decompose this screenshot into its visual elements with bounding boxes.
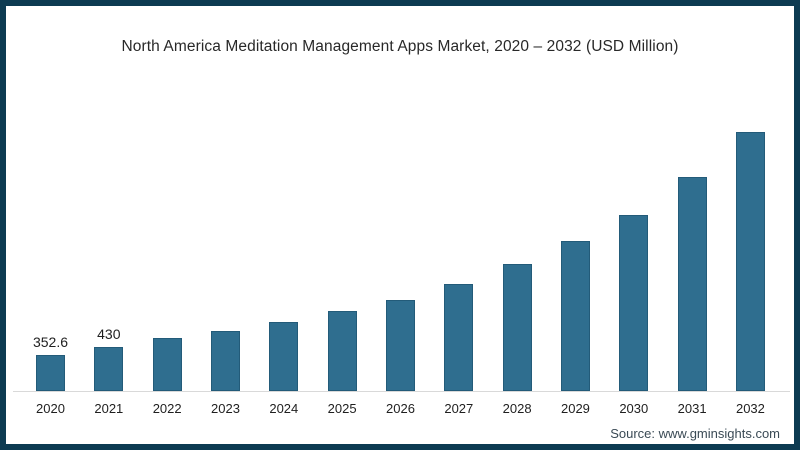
bar-2020: [36, 355, 65, 391]
bar-2029: [560, 241, 590, 391]
x-axis-label-2029: 2029: [560, 401, 590, 416]
x-axis-label-2026: 2026: [386, 401, 415, 416]
bar-2023: [210, 330, 240, 391]
x-axis-label-2022: 2022: [152, 401, 182, 416]
bar-2031: [677, 177, 707, 391]
plot-area: 352.6 2020 430 2021 2022 2023 2024 2025 2026 2027…: [32, 91, 765, 416]
bar-group-2029: 2029: [560, 91, 590, 416]
x-axis-label-2021: 2021: [94, 401, 124, 416]
bar-group-2022: 2022: [152, 91, 182, 416]
x-axis-label-2020: 2020: [36, 401, 65, 416]
bar-2030: [619, 214, 649, 391]
bar-2028: [502, 264, 532, 391]
x-axis-label-2031: 2031: [677, 401, 707, 416]
bar-group-2028: 2028: [502, 91, 532, 416]
x-axis-label-2032: 2032: [735, 401, 765, 416]
bar-value-label-2020: 352.6: [32, 334, 69, 350]
x-axis-label-2025: 2025: [327, 401, 357, 416]
bar-group-2032: 2032: [735, 91, 765, 416]
bar-group-2026: 2026: [385, 91, 415, 416]
bar-group-2023: 2023: [210, 91, 240, 416]
bar-2022: [152, 338, 182, 391]
bar-group-2031: 2031: [677, 91, 707, 416]
x-axis-label-2030: 2030: [619, 401, 649, 416]
bar-2026: [385, 299, 415, 391]
bar-group-2020: 352.6 2020: [32, 91, 69, 416]
bar-group-2021: 430 2021: [94, 91, 124, 416]
bar-2024: [269, 322, 299, 391]
chart-title: North America Meditation Management Apps…: [121, 38, 679, 55]
bar-2025: [327, 311, 357, 391]
bar-2021: [94, 347, 124, 391]
bar-group-2025: 2025: [327, 91, 357, 416]
bar-group-2027: 2027: [444, 91, 474, 416]
x-axis-label-2023: 2023: [211, 401, 240, 416]
x-axis-label-2027: 2027: [444, 401, 474, 416]
x-axis-line: [13, 391, 790, 392]
source-attribution: Source: www.gminsights.com: [610, 426, 780, 441]
x-axis-label-2024: 2024: [269, 401, 299, 416]
bar-2027: [444, 283, 474, 391]
x-axis-label-2028: 2028: [502, 401, 532, 416]
bar-group-2024: 2024: [269, 91, 299, 416]
bar-group-2030: 2030: [619, 91, 649, 416]
bar-2032: [735, 132, 765, 391]
bar-value-label-2021: 430: [97, 326, 121, 343]
